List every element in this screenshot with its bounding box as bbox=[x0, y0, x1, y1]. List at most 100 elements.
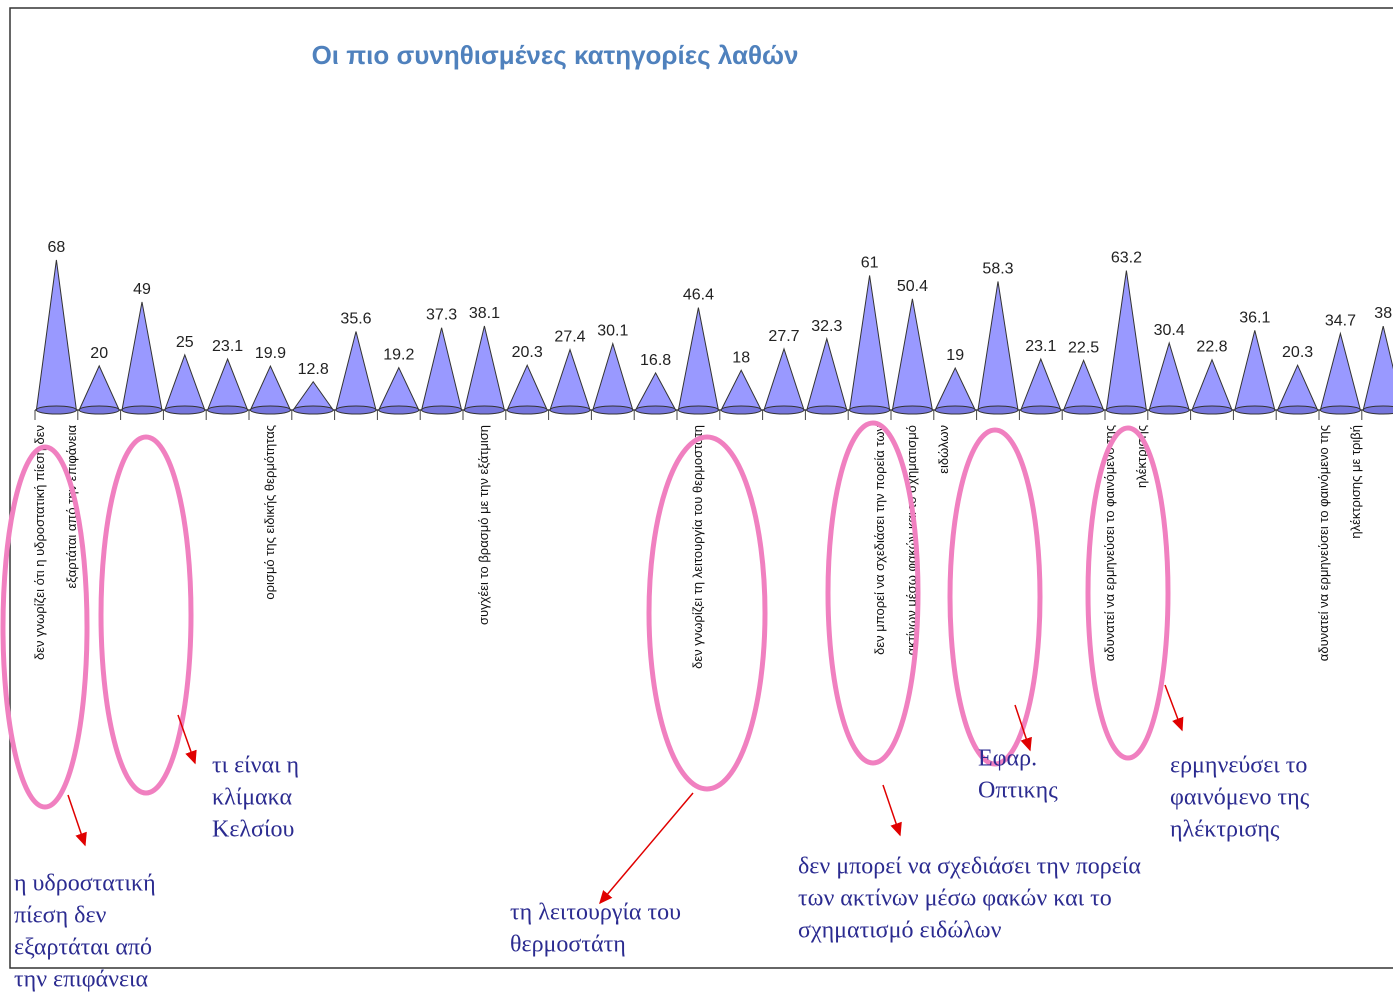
arrow bbox=[599, 792, 694, 905]
chart-title: Οι πιο συνηθισμένες κατηγορίες λαθών bbox=[312, 40, 799, 70]
data-label: 19.2 bbox=[383, 347, 414, 364]
cone-base bbox=[121, 405, 163, 415]
cone bbox=[35, 259, 77, 411]
annotation: τι είναι η bbox=[212, 753, 299, 779]
cone bbox=[934, 366, 976, 411]
cone-base bbox=[249, 405, 291, 415]
cone bbox=[1148, 341, 1190, 411]
highlight-ellipse bbox=[646, 434, 768, 792]
x-tick-label: ορισμό της ειδικής θερμότητας bbox=[262, 425, 277, 600]
cone-base bbox=[720, 405, 762, 415]
cone-base bbox=[592, 405, 634, 415]
cone-base bbox=[164, 405, 206, 415]
data-label: 27.7 bbox=[768, 328, 799, 345]
annotation: εξαρτάται από bbox=[14, 935, 152, 961]
data-label: 22.8 bbox=[1196, 339, 1227, 356]
annotation: τη λειτουργία του bbox=[510, 900, 681, 926]
cone bbox=[121, 301, 163, 411]
data-label: 68 bbox=[48, 239, 66, 256]
cone bbox=[1020, 357, 1062, 411]
annotation: την επιφάνεια bbox=[14, 967, 149, 993]
data-label: 63.2 bbox=[1111, 250, 1142, 267]
annotation: Κελσίου bbox=[212, 817, 294, 843]
x-tick-label: δεν μπορεί να σχεδιάσει την πορεία των bbox=[872, 425, 887, 655]
data-label: 27.4 bbox=[554, 329, 585, 346]
cone-base bbox=[1277, 405, 1319, 415]
cone-base bbox=[463, 405, 505, 415]
cone bbox=[592, 341, 634, 411]
cone bbox=[506, 363, 548, 411]
highlight-ellipse bbox=[1085, 425, 1171, 761]
data-label: 19.9 bbox=[255, 345, 286, 362]
cone bbox=[1319, 331, 1362, 411]
highlight-ellipse bbox=[0, 444, 90, 810]
annotation: δεν μπορεί να σχεδιάσει την πορεία bbox=[798, 854, 1141, 880]
cone-base bbox=[292, 405, 334, 415]
data-label: 37.3 bbox=[426, 307, 457, 324]
cone-base bbox=[677, 405, 719, 415]
data-label: 25 bbox=[176, 334, 194, 351]
cone-base bbox=[763, 405, 805, 415]
annotation: η υδροστατική bbox=[14, 871, 156, 897]
cone-base bbox=[849, 405, 891, 415]
cone bbox=[463, 325, 506, 411]
cone bbox=[549, 347, 591, 411]
chart-border bbox=[9, 7, 1393, 969]
cone bbox=[1362, 326, 1393, 411]
annotation: ερμηνεύσει το bbox=[1170, 753, 1307, 779]
cone bbox=[1105, 270, 1147, 411]
highlight-ellipse bbox=[825, 420, 921, 766]
cone-base bbox=[1063, 405, 1105, 415]
data-label: 20 bbox=[90, 345, 108, 362]
annotation: σχηματισμό ειδώλων bbox=[798, 918, 1002, 944]
annotation: φαινόμενο της bbox=[1170, 785, 1310, 811]
cone-base bbox=[378, 405, 420, 415]
arrow bbox=[177, 714, 197, 765]
cone-base bbox=[1020, 405, 1062, 415]
data-label: 46.4 bbox=[683, 287, 714, 304]
cone bbox=[677, 307, 720, 411]
highlight-ellipse bbox=[98, 434, 194, 796]
data-label: 35.6 bbox=[340, 310, 371, 327]
cone-base bbox=[421, 405, 463, 415]
data-label: 20.3 bbox=[512, 344, 543, 361]
cone bbox=[806, 336, 848, 411]
cone bbox=[720, 369, 763, 411]
cone-base bbox=[1148, 405, 1190, 415]
cone bbox=[1234, 330, 1276, 411]
cone-base bbox=[506, 405, 548, 415]
data-label: 32.3 bbox=[811, 318, 842, 335]
cone bbox=[206, 357, 249, 411]
cone bbox=[1191, 358, 1233, 411]
cone-base bbox=[335, 405, 377, 415]
data-label: 61 bbox=[861, 254, 879, 271]
cone bbox=[78, 364, 120, 411]
x-tick-label: αδυνατεί να ερμηνεύσει το φαινόμενο της bbox=[1316, 425, 1331, 661]
cone-base bbox=[891, 405, 933, 415]
cone bbox=[634, 371, 677, 411]
arrow bbox=[67, 794, 87, 847]
data-label: 36.1 bbox=[1239, 309, 1270, 326]
cone bbox=[335, 331, 377, 411]
cone bbox=[849, 275, 891, 411]
x-tick-label: συγχέει το βρασμό με την εξάτμιση bbox=[476, 425, 491, 625]
cone bbox=[1276, 363, 1319, 411]
data-label: 23.1 bbox=[212, 338, 243, 355]
plot: 68 δεν γνωρίζει ότι η υδροστατική πίεση δ… bbox=[32, 239, 1393, 669]
cone bbox=[164, 353, 206, 411]
data-label: 34.7 bbox=[1325, 312, 1356, 329]
data-label: 18 bbox=[732, 349, 750, 366]
cone bbox=[378, 366, 420, 411]
data-label: 19 bbox=[946, 347, 964, 364]
cone-base bbox=[78, 405, 120, 415]
cone-base bbox=[207, 405, 249, 415]
cone-base bbox=[1105, 405, 1147, 415]
x-tick-label: αδυνατεί να ερμηνεύσει το φαινόμενο της bbox=[1102, 425, 1117, 661]
arrow bbox=[882, 784, 902, 837]
data-label: 20.3 bbox=[1282, 344, 1313, 361]
highlight-ellipse bbox=[947, 427, 1043, 767]
cone-base bbox=[806, 405, 848, 415]
x-tick-label: ειδώλων bbox=[936, 425, 951, 474]
cone-base bbox=[1319, 405, 1361, 415]
